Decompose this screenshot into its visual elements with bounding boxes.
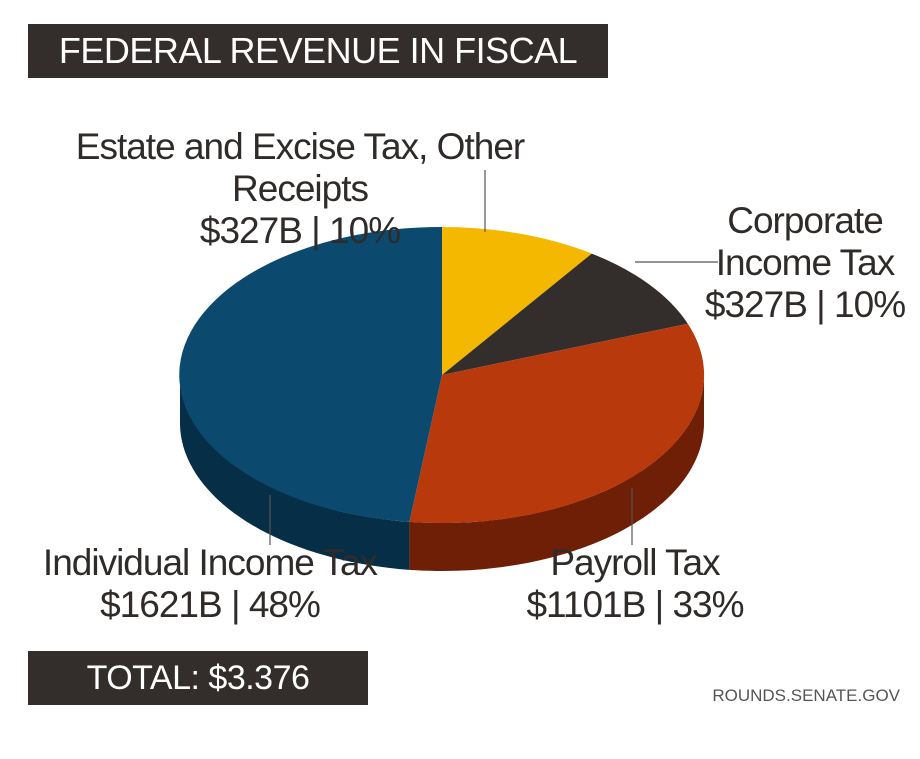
label-corporate-name-2: Income Tax <box>715 242 896 283</box>
pie-side-2 <box>409 375 704 571</box>
chart-title: FEDERAL REVENUE IN FISCAL YEAR 2016 <box>28 24 608 125</box>
total-badge: TOTAL: $3.376 TRILLION <box>28 651 368 751</box>
label-estate-value: $327B | 10% <box>199 210 401 251</box>
label-individual-value: $1621B | 48% <box>100 584 321 625</box>
label-individual-name: Individual Income Tax <box>42 542 378 583</box>
pie-slice-3 <box>179 226 443 522</box>
pie-slice-1 <box>442 253 688 375</box>
label-corporate: Corporate Income Tax $327B | 10% <box>700 200 910 326</box>
label-estate: Estate and Excise Tax, Other Receipts $3… <box>30 126 570 252</box>
pie-sides <box>180 375 704 571</box>
label-payroll-value: $1101B | 33% <box>526 584 744 625</box>
label-payroll: Payroll Tax $1101B | 33% <box>520 542 750 626</box>
pie-chart <box>179 170 718 571</box>
pie-tops <box>179 226 705 524</box>
pie-side-3 <box>180 376 410 570</box>
label-payroll-name: Payroll Tax <box>550 542 720 583</box>
leader-lines <box>269 170 718 545</box>
label-corporate-name-1: Corporate <box>727 200 884 241</box>
label-estate-name: Estate and Excise Tax, Other Receipts <box>75 126 525 209</box>
label-individual: Individual Income Tax $1621B | 48% <box>30 542 390 626</box>
pie-slice-0 <box>442 227 592 375</box>
label-corporate-value: $327B | 10% <box>704 284 906 325</box>
pie-slice-2 <box>409 323 705 524</box>
source-credit: ROUNDS.SENATE.GOV <box>712 686 900 705</box>
